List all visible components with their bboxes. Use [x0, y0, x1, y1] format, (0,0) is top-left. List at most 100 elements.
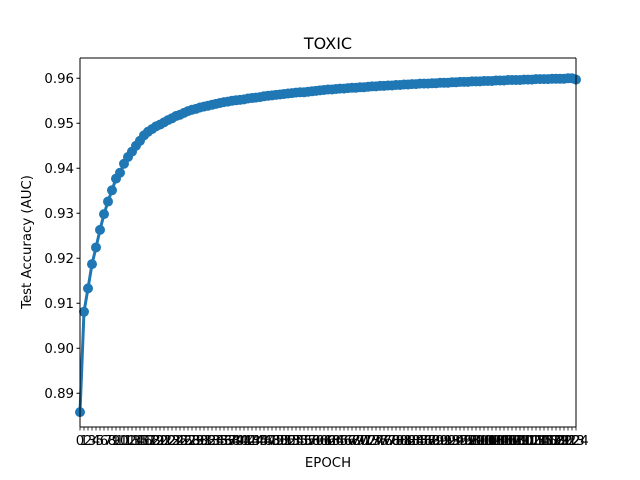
x-tick-label: 92 — [440, 434, 457, 449]
y-tick-label: 0.96 — [44, 72, 74, 87]
x-tick-label: 45 — [252, 434, 269, 449]
x-tick-label: 61 — [316, 434, 333, 449]
x-tick-label: 12 — [120, 434, 137, 449]
x-tick-label: 19 — [148, 434, 165, 449]
x-tick-label: 48 — [264, 434, 281, 449]
x-tick-label: 103 — [479, 434, 504, 449]
y-tick-label: 0.90 — [44, 342, 74, 357]
x-tick-label: 76 — [376, 434, 393, 449]
x-tick-label: 74 — [368, 434, 385, 449]
x-tick-label: 96 — [456, 434, 473, 449]
x-tick-label: 105 — [487, 434, 512, 449]
x-tick-label: 34 — [208, 434, 225, 449]
x-tick-label: 53 — [284, 434, 301, 449]
y-axis-ticks: 0.89 0.90 0.91 0.92 0.93 0.94 0.95 0.96 — [44, 72, 80, 402]
x-tick-label: 100 — [467, 434, 492, 449]
x-tick-label: 89 — [428, 434, 445, 449]
x-tick-label: 98 — [464, 434, 481, 449]
x-tick-label: 36 — [216, 434, 233, 449]
x-tick-label: 42 — [240, 434, 257, 449]
x-tick-label: 56 — [296, 434, 313, 449]
x-tick-label: 84 — [408, 434, 425, 449]
x-tick-label: 112 — [515, 434, 540, 449]
data-point — [107, 185, 117, 196]
plot-area — [80, 58, 576, 427]
x-tick-label: 9 — [112, 434, 120, 449]
x-tick-label: 54 — [288, 434, 305, 449]
x-tick-label: 52 — [280, 434, 297, 449]
x-tick-label: 29 — [188, 434, 205, 449]
x-tick-label: 123 — [559, 434, 584, 449]
x-tick-label: 5 — [96, 434, 104, 449]
x-tick-label: 107 — [495, 434, 520, 449]
x-tick-label: 86 — [416, 434, 433, 449]
x-tick-label: 39 — [228, 434, 245, 449]
y-tick-label: 0.91 — [44, 297, 74, 312]
x-tick-label: 68 — [344, 434, 361, 449]
x-tick-label: 91 — [436, 434, 453, 449]
x-tick-label: 77 — [380, 434, 397, 449]
x-tick-label: 55 — [292, 434, 309, 449]
x-tick-label: 49 — [268, 434, 285, 449]
x-tick-label: 106 — [491, 434, 516, 449]
x-tick-label: 82 — [400, 434, 417, 449]
x-tick-label: 24 — [168, 434, 185, 449]
x-tick-label: 108 — [499, 434, 524, 449]
x-tick-label: 69 — [348, 434, 365, 449]
x-tick-label: 99 — [468, 434, 485, 449]
x-tick-label: 110 — [507, 434, 532, 449]
x-tick-label: 58 — [304, 434, 321, 449]
x-tick-label: 30 — [192, 434, 209, 449]
x-tick-label: 41 — [236, 434, 253, 449]
x-tick-label: 43 — [244, 434, 261, 449]
x-tick-label: 75 — [372, 434, 389, 449]
x-tick-label: 78 — [384, 434, 401, 449]
x-tick-label: 22 — [160, 434, 177, 449]
x-tick-label: 33 — [204, 434, 221, 449]
x-tick-label: 65 — [332, 434, 349, 449]
x-tick-label: 7 — [104, 434, 112, 449]
x-tick-label: 14 — [128, 434, 145, 449]
data-point — [79, 306, 89, 317]
x-tick-label: 20 — [152, 434, 169, 449]
chart-title: TOXIC — [303, 34, 352, 53]
x-tick-label: 118 — [539, 434, 564, 449]
x-tick-label: 21 — [156, 434, 173, 449]
x-tick-label: 28 — [184, 434, 201, 449]
x-axis-ticks: 0123456789101112131415161718192021222324… — [76, 427, 589, 449]
x-tick-label: 57 — [300, 434, 317, 449]
x-tick-label: 46 — [256, 434, 273, 449]
x-tick-label: 0 — [76, 434, 84, 449]
x-tick-label: 4 — [92, 434, 100, 449]
x-tick-label: 8 — [108, 434, 116, 449]
y-axis-label: Test Accuracy (AUC) — [20, 175, 35, 310]
x-tick-label: 31 — [196, 434, 213, 449]
x-tick-label: 10 — [112, 434, 129, 449]
y-tick-label: 0.93 — [44, 207, 74, 222]
x-tick-label: 6 — [100, 434, 108, 449]
x-tick-label: 72 — [360, 434, 377, 449]
x-tick-label: 18 — [144, 434, 161, 449]
x-tick-label: 83 — [404, 434, 421, 449]
x-tick-label: 60 — [312, 434, 329, 449]
x-tick-label: 17 — [140, 434, 157, 449]
x-tick-label: 80 — [392, 434, 409, 449]
data-point — [91, 242, 101, 253]
x-tick-label: 27 — [180, 434, 197, 449]
x-tick-label: 15 — [132, 434, 149, 449]
x-axis-label: EPOCH — [305, 456, 351, 471]
x-tick-label: 25 — [172, 434, 189, 449]
x-tick-label: 93 — [444, 434, 461, 449]
data-point — [83, 283, 93, 294]
x-tick-label: 101 — [471, 434, 496, 449]
data-point — [99, 209, 109, 220]
x-tick-label: 37 — [220, 434, 237, 449]
x-tick-label: 63 — [324, 434, 341, 449]
x-tick-label: 115 — [527, 434, 552, 449]
x-tick-label: 3 — [88, 434, 96, 449]
x-tick-label: 85 — [412, 434, 429, 449]
x-tick-label: 121 — [551, 434, 576, 449]
data-point — [95, 224, 105, 235]
x-tick-label: 117 — [535, 434, 560, 449]
